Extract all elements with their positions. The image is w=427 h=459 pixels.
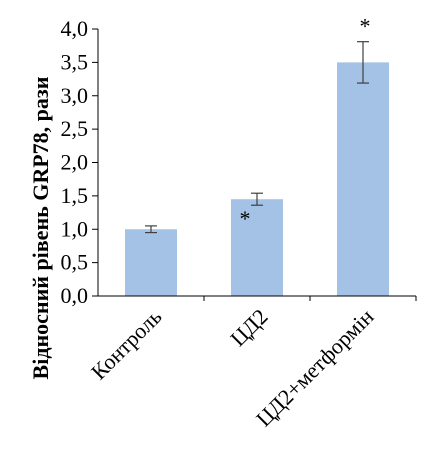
bars: ** xyxy=(125,14,389,296)
y-tick-label: 1,0 xyxy=(61,216,89,241)
y-tick-label: 4,0 xyxy=(61,16,89,41)
bar xyxy=(125,229,177,296)
bar xyxy=(231,199,283,296)
bar xyxy=(337,62,389,296)
x-category-label: Контроль xyxy=(86,304,167,385)
y-tick-label: 1,5 xyxy=(61,183,89,208)
x-category-label: ЦД2 xyxy=(225,304,272,351)
y-tick-label: 0,5 xyxy=(61,250,89,275)
y-tick-label: 0,0 xyxy=(61,283,89,308)
y-tick-label: 2,5 xyxy=(61,116,89,141)
y-axis: 0,0 0,5 1,0 1,5 2,0 2,5 3,0 3,5 4,0 xyxy=(61,16,99,308)
significance-marker: * xyxy=(240,206,251,231)
significance-marker: * xyxy=(360,14,371,39)
y-tick-label: 2,0 xyxy=(61,150,89,175)
y-axis-label: Відносний рівень GRP78, рази xyxy=(28,76,53,379)
y-tick-label: 3,5 xyxy=(61,49,89,74)
y-tick-label: 3,0 xyxy=(61,83,89,108)
